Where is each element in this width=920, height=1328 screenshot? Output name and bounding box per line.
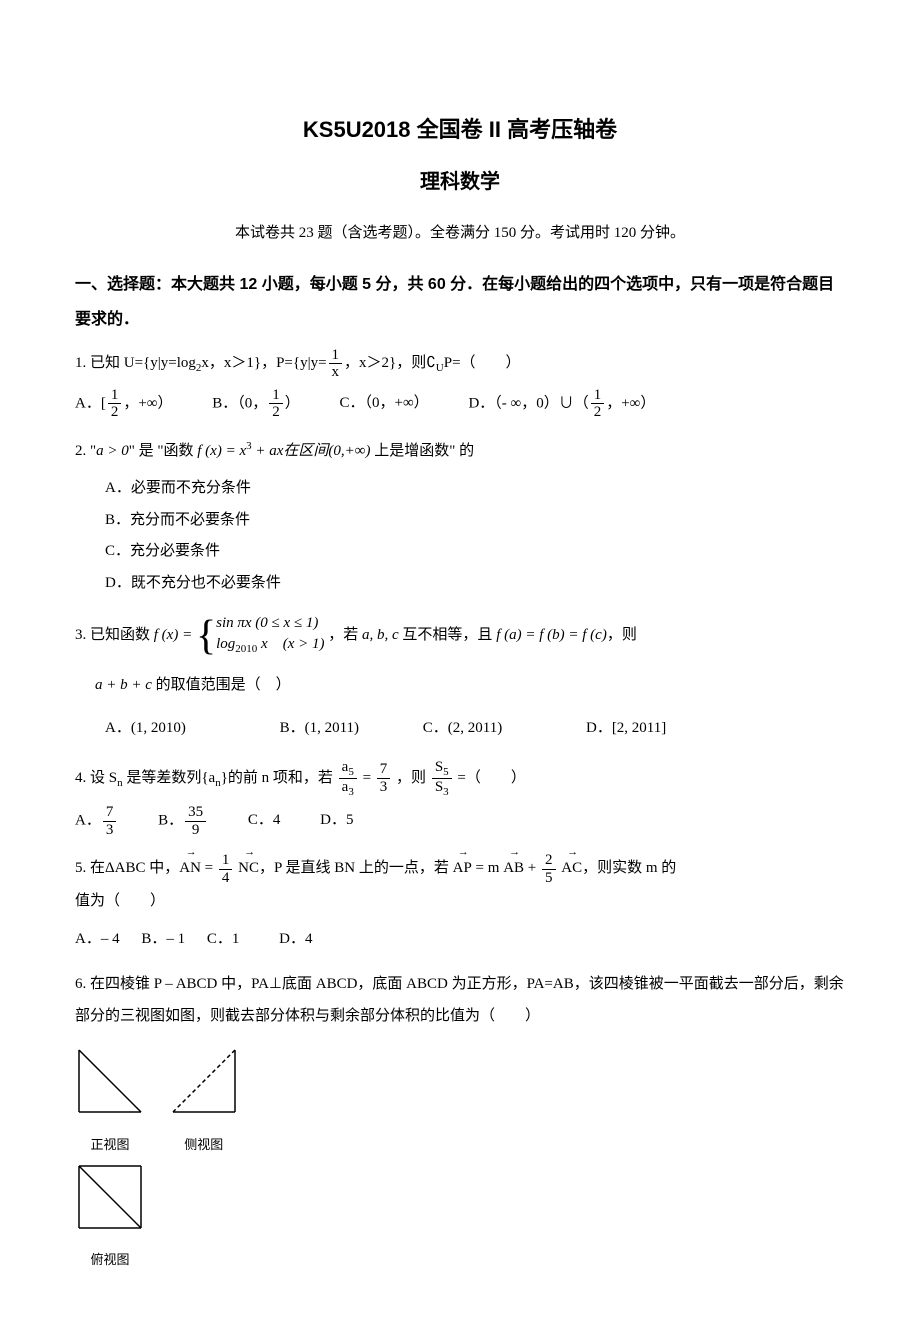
q2-options: A．必要而不充分条件 B．充分而不必要条件 C．充分必要条件 D．既不充分也不必… [75,473,845,599]
q4-option-d: D．5 [320,805,353,837]
q5-option-d: D．4 [279,924,312,956]
q4-options: A．73 B．359 C．4 D．5 [75,804,845,838]
question-3: 3. 已知函数 f (x) = { sin πx (0 ≤ x ≤ 1) log… [75,613,845,744]
q2-option-b: B．充分而不必要条件 [105,505,475,537]
exam-instructions: 本试卷共 23 题（含选考题）。全卷满分 150 分。考试用时 120 分钟。 [75,220,845,247]
q3-options: A．(1, 2010) B．(1, 2011) C．(2, 2011) D．[2… [105,713,845,745]
q2-option-c: C．充分必要条件 [105,536,475,568]
q2-stem: 2. "a > 0" 是 "函数 f (x) = x3 + ax在区间(0,+∞… [75,443,474,459]
side-view-diagram: 侧视图 [169,1046,239,1158]
q1-options: A．[12，+∞） B．（0，12） C．（0，+∞） D．（- ∞，0）∪（1… [75,387,845,421]
q6-diagrams: 正视图 侧视图 俯视图 [75,1046,845,1274]
q5-stem: 5. 在ΔABC 中，AN = 14 NC，P 是直线 BN 上的一点，若 AP… [75,860,676,876]
q5-options: A．– 4 B．– 1 C．1 D．4 [75,924,845,956]
q3-stem: 3. 已知函数 f (x) = { sin πx (0 ≤ x ≤ 1) log… [75,627,637,643]
q2-option-d: D．既不充分也不必要条件 [105,568,475,600]
q1-stem: 1. 已知 U={y|y=log2x，x＞1}，P={y|y=1x，x＞2}，则… [75,355,521,371]
q3-option-c: C．(2, 2011) [423,713,502,745]
q3-option-d: D．[2, 2011] [586,713,666,745]
q1-option-d: D．（- ∞，0）∪（12，+∞） [468,387,655,421]
q1-option-b: B．（0，12） [212,387,300,421]
q5-option-b: B．– 1 [141,924,185,956]
q5-option-c: C．1 [207,924,240,956]
q4-option-a: A．73 [75,804,118,838]
question-5: 5. 在ΔABC 中，AN = 14 NC，P 是直线 BN 上的一点，若 AP… [75,852,845,955]
front-view-diagram: 正视图 [75,1046,145,1158]
q4-stem: 4. 设 Sn 是等差数列{an}的前 n 项和，若 a5a3 = 73 ，则 … [75,770,526,786]
section-heading: 一、选择题：本大题共 12 小题，每小题 5 分，共 60 分．在每小题给出的四… [75,267,845,337]
q6-stem: 6. 在四棱锥 P – ABCD 中，PA⊥底面 ABCD，底面 ABCD 为正… [75,976,844,1024]
exam-title: KS5U2018 全国卷 II 高考压轴卷 [75,110,845,150]
exam-subtitle: 理科数学 [75,164,845,200]
question-2: 2. "a > 0" 是 "函数 f (x) = x3 + ax在区间(0,+∞… [75,435,845,600]
q3-option-b: B．(1, 2011) [280,713,359,745]
q1-option-c: C．（0，+∞） [340,388,429,420]
q4-option-c: C．4 [248,805,281,837]
q4-option-b: B．359 [158,804,208,838]
question-6: 6. 在四棱锥 P – ABCD 中，PA⊥底面 ABCD，底面 ABCD 为正… [75,969,845,1274]
q3-option-a: A．(1, 2010) [105,713,186,745]
top-view-diagram: 俯视图 [75,1162,145,1274]
q5-option-a: A．– 4 [75,924,120,956]
q2-option-a: A．必要而不充分条件 [105,473,475,505]
q1-option-a: A．[12，+∞） [75,387,172,421]
question-4: 4. 设 Sn 是等差数列{an}的前 n 项和，若 a5a3 = 73 ，则 … [75,759,845,838]
question-1: 1. 已知 U={y|y=log2x，x＞1}，P={y|y=1x，x＞2}，则… [75,347,845,421]
